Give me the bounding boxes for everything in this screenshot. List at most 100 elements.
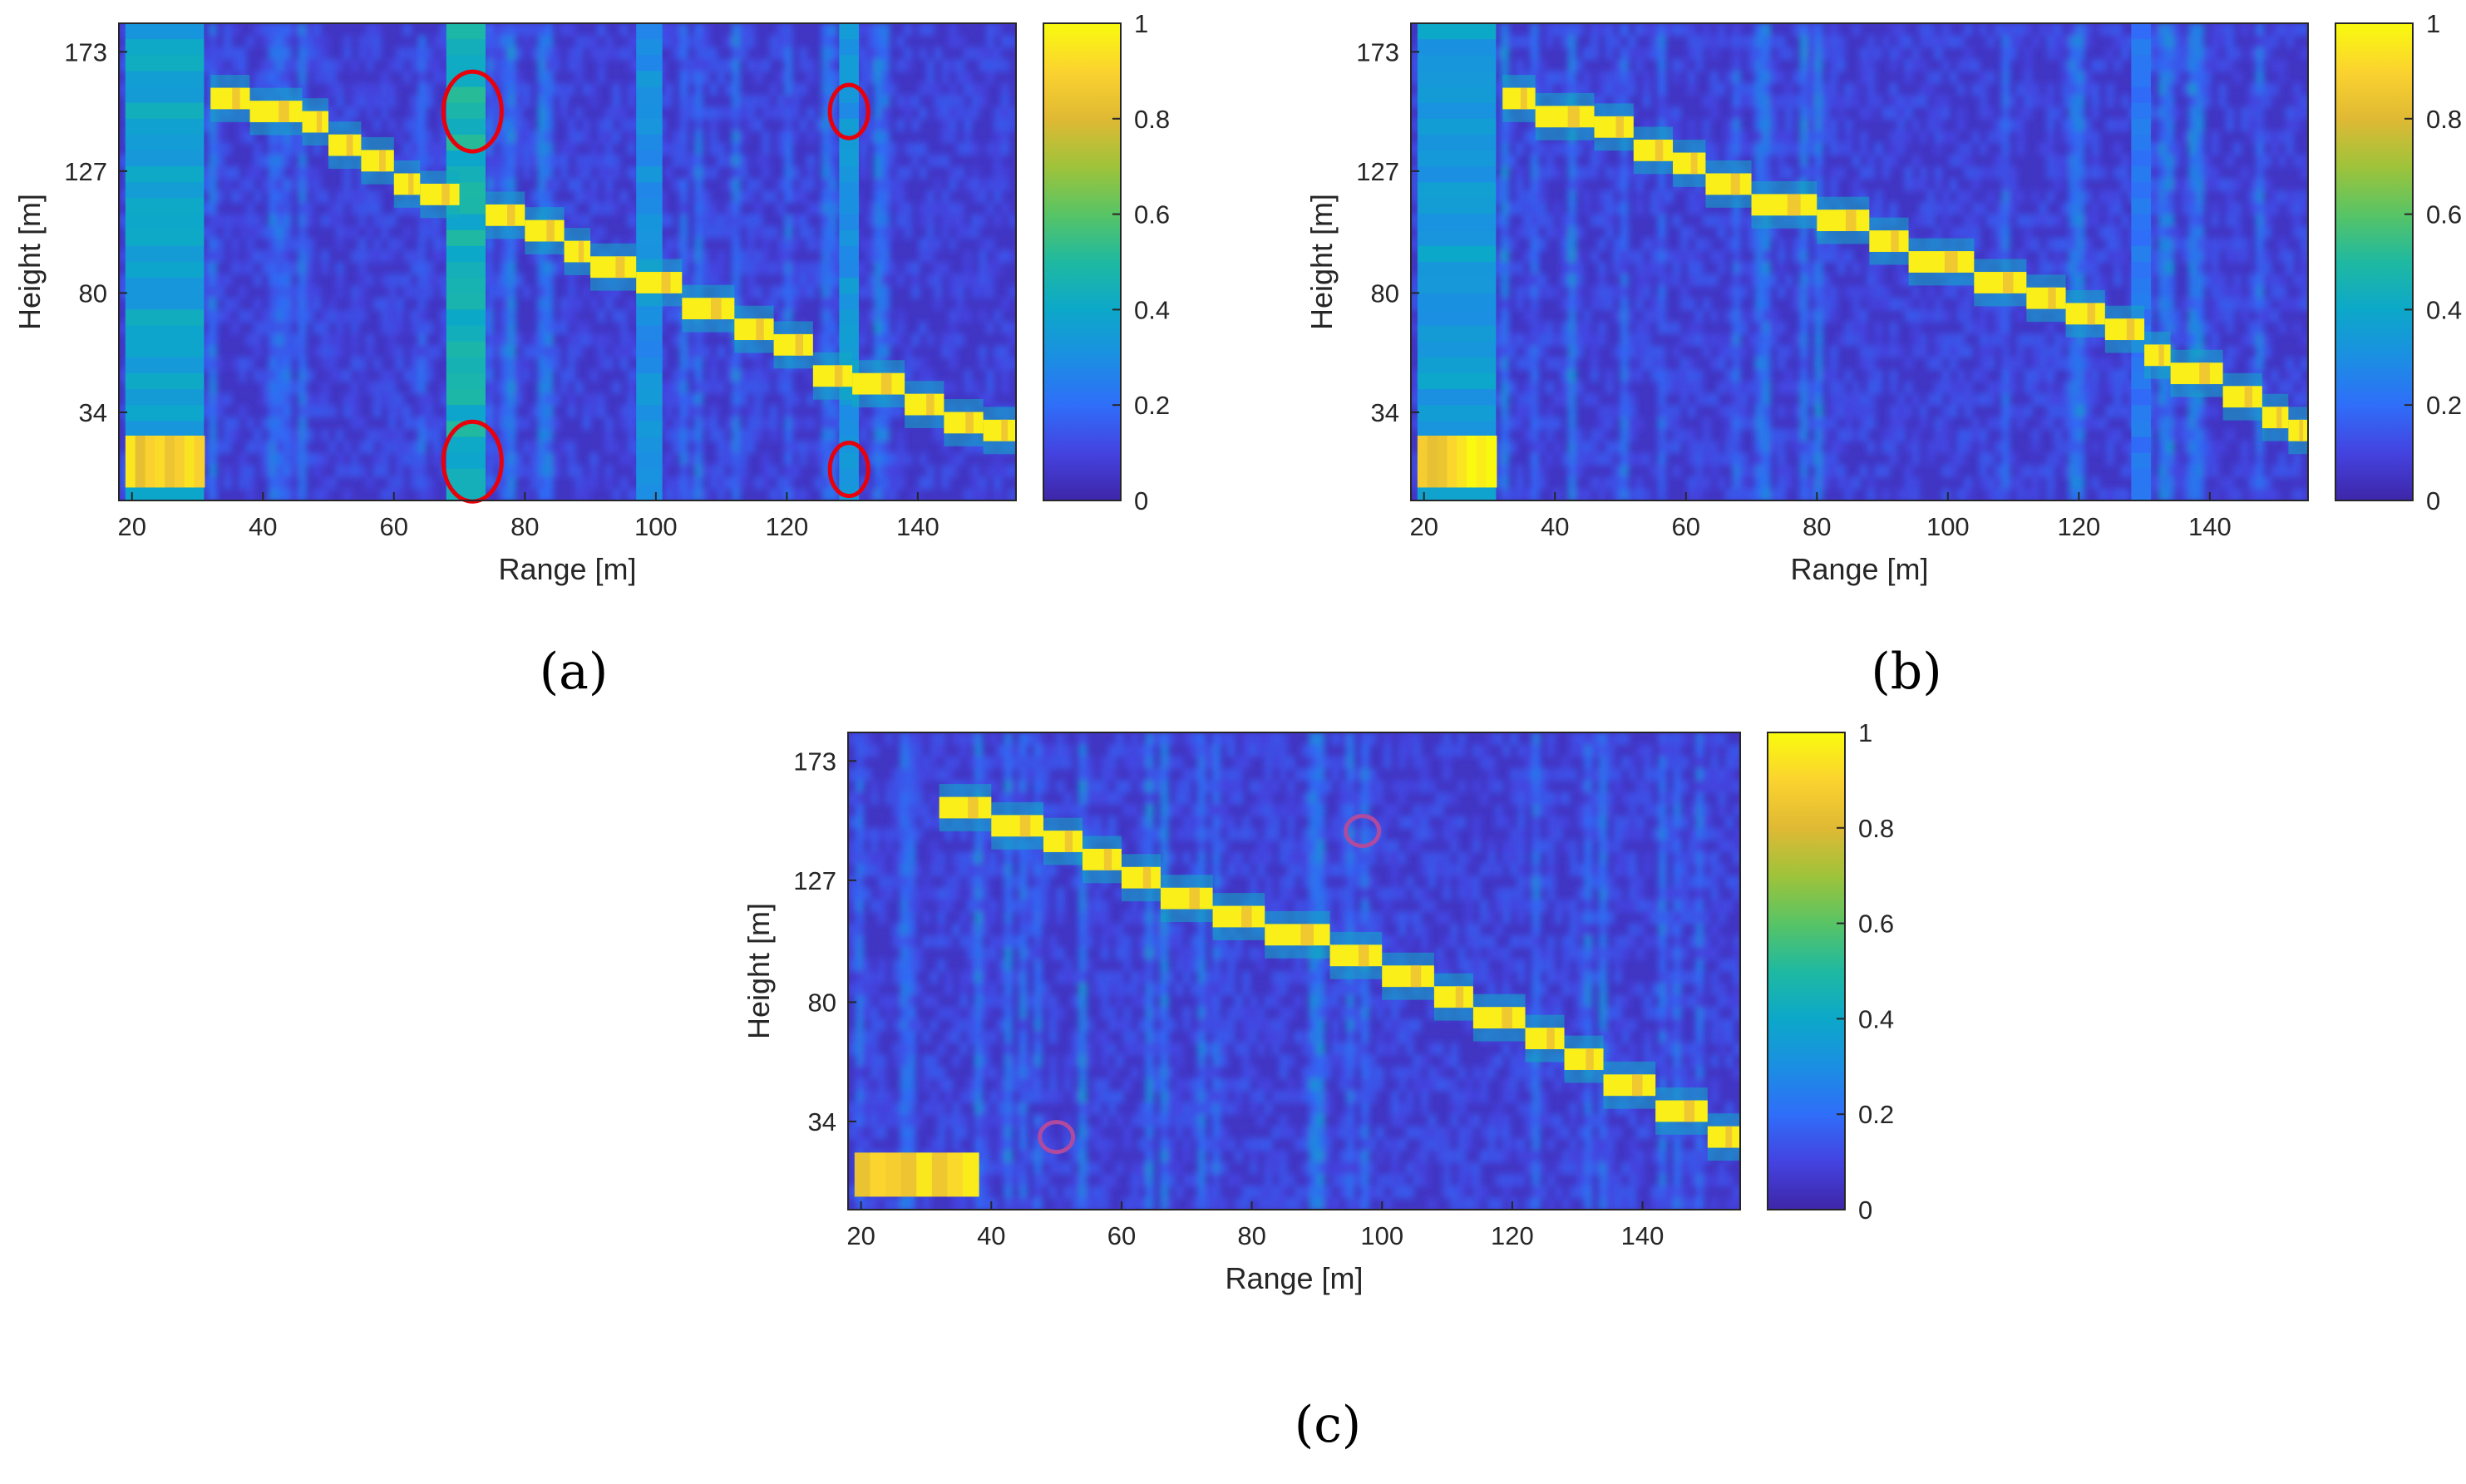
streak-cell (125, 372, 205, 391)
heatmap-cell (260, 71, 269, 84)
heatmap-cell (1852, 154, 1861, 168)
track-segment-shade (578, 240, 584, 263)
heatmap-cell (1799, 417, 1808, 430)
track-segment (590, 256, 637, 279)
low-block-cell (184, 436, 195, 488)
heatmap-cell (552, 452, 561, 466)
heatmap-cell (769, 464, 778, 478)
heatmap-cell (440, 392, 449, 407)
heatmap-cell (335, 238, 344, 251)
heatmap-cell (1507, 333, 1517, 347)
heatmap-cell (1926, 23, 1936, 37)
heatmap-cell (485, 131, 494, 144)
heatmap-cell (687, 476, 696, 490)
heatmap-cell (320, 428, 329, 442)
heatmap-cell (1747, 35, 1756, 48)
heatmap-cell (530, 333, 539, 347)
heatmap-cell (799, 47, 808, 61)
heatmap-cell (545, 178, 554, 191)
heatmap-cell (582, 488, 591, 500)
heatmap-cell (1934, 131, 1943, 144)
heatmap-cell (964, 488, 973, 500)
heatmap-cell (747, 118, 756, 132)
heatmap-cell (298, 452, 307, 466)
heatmap-cell (934, 95, 943, 108)
heatmap-cell (994, 452, 1003, 466)
heatmap-cell (1852, 405, 1861, 418)
heatmap-cell (627, 118, 636, 132)
heatmap-cell (1411, 178, 1419, 191)
heatmap-cell (1665, 417, 1674, 430)
heatmap-cell (305, 262, 314, 275)
heatmap-cell (694, 47, 703, 61)
heatmap-cell (1941, 381, 1951, 394)
heatmap-cell (1672, 441, 1681, 454)
heatmap-cell (215, 190, 224, 204)
heatmap-cell (2024, 488, 2033, 500)
heatmap-cell (821, 417, 831, 430)
heatmap-cell (814, 238, 823, 251)
heatmap-cell (2016, 333, 2025, 347)
heatmap-cell (821, 154, 831, 168)
heatmap-cell (896, 59, 905, 72)
heatmap-cell (702, 202, 711, 215)
heatmap-cell (949, 35, 958, 48)
heatmap-cell (1822, 47, 1831, 61)
heatmap-cell (200, 333, 210, 347)
heatmap-cell (515, 118, 524, 132)
heatmap-cell (911, 285, 920, 299)
heatmap-cell (1896, 274, 1906, 287)
heatmap-cell (1844, 131, 1853, 144)
heatmap-cell (515, 142, 524, 155)
heatmap-cell (537, 35, 546, 48)
heatmap-cell (679, 357, 688, 371)
heatmap-cell (1762, 464, 1771, 478)
heatmap-cell (2024, 95, 2033, 108)
heatmap-cell (926, 23, 935, 37)
heatmap-cell (1769, 441, 1778, 454)
heatmap-cell (1001, 464, 1010, 478)
heatmap-cell (694, 131, 703, 144)
heatmap-cell (253, 369, 262, 382)
heatmap-cell (1994, 464, 2003, 478)
heatmap-cell (1814, 333, 1823, 347)
heatmap-cell (283, 154, 292, 168)
heatmap-cell (537, 405, 546, 418)
heatmap-cell (994, 214, 1003, 227)
heatmap-cell (821, 71, 831, 84)
heatmap-cell (604, 202, 614, 215)
heatmap-cell (298, 428, 307, 442)
heatmap-cell (245, 417, 254, 430)
heatmap-cell (1867, 47, 1876, 61)
heatmap-cell (245, 357, 254, 371)
heatmap-cell (2001, 71, 2010, 84)
heatmap-cell (1732, 35, 1741, 48)
heatmap-cell (545, 309, 554, 323)
streak-cell (125, 39, 205, 57)
x-tick-label: 60 (380, 512, 408, 541)
heatmap-cell (537, 309, 546, 323)
heatmap-cell (365, 274, 374, 287)
heatmap-cell (1949, 35, 1958, 48)
heatmap-cell (358, 131, 367, 144)
heatmap-cell (784, 190, 793, 204)
heatmap-cell (275, 285, 284, 299)
heatmap-cell (1739, 417, 1748, 430)
heatmap-cell (1411, 381, 1419, 394)
heatmap-cell (507, 23, 516, 37)
heatmap-cell (679, 428, 688, 442)
heatmap-cell (709, 381, 718, 394)
heatmap-cell (1822, 417, 1831, 430)
heatmap-cell (739, 464, 748, 478)
heatmap-cell (1754, 476, 1763, 490)
heatmap-cell (612, 381, 621, 394)
heatmap-cell (500, 154, 509, 168)
heatmap-cell (425, 225, 434, 239)
heatmap-cell (2001, 333, 2010, 347)
heatmap-cell (417, 417, 427, 430)
heatmap-cell (619, 47, 629, 61)
heatmap-cell (971, 142, 980, 155)
heatmap-cell (283, 488, 292, 500)
heatmap-cell (1001, 59, 1010, 72)
heatmap-cell (1724, 428, 1734, 442)
